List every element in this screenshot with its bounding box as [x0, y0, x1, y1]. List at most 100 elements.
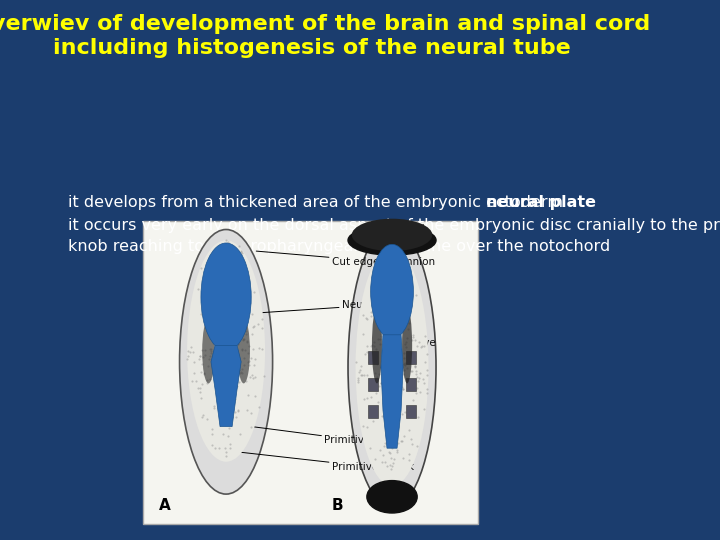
Point	[224, 307, 235, 316]
Point	[215, 287, 227, 296]
Point	[233, 407, 244, 415]
Bar	[368, 351, 378, 364]
Point	[215, 363, 226, 372]
Point	[353, 368, 364, 376]
Point	[377, 309, 389, 318]
Point	[230, 394, 241, 403]
Point	[230, 342, 242, 350]
Point	[379, 385, 391, 394]
Point	[365, 308, 377, 317]
Point	[231, 340, 243, 348]
Point	[388, 455, 400, 463]
Point	[206, 430, 217, 438]
Point	[375, 265, 387, 273]
Point	[361, 315, 373, 323]
Point	[379, 383, 391, 392]
Point	[366, 340, 378, 349]
Point	[375, 363, 387, 372]
Point	[221, 399, 233, 407]
Point	[230, 374, 242, 382]
Point	[198, 370, 210, 379]
Point	[371, 373, 382, 382]
Text: it occurs very early on the dorsal aspect of the embryonic disc cranially to the: it occurs very early on the dorsal aspec…	[68, 218, 720, 233]
Point	[218, 357, 230, 366]
Point	[253, 343, 265, 352]
Point	[382, 384, 394, 393]
Point	[393, 367, 405, 376]
Point	[242, 338, 253, 346]
Point	[233, 366, 245, 374]
Point	[350, 358, 361, 367]
Point	[210, 309, 222, 318]
Point	[391, 293, 402, 301]
Point	[217, 377, 229, 386]
Point	[385, 361, 397, 370]
Point	[219, 416, 230, 425]
Point	[203, 315, 215, 323]
Point	[216, 342, 228, 350]
Point	[376, 379, 387, 388]
Point	[220, 359, 232, 368]
Point	[243, 302, 255, 311]
Point	[235, 369, 246, 378]
Point	[357, 422, 369, 431]
Point	[354, 366, 366, 375]
Point	[378, 276, 390, 285]
Point	[228, 286, 239, 294]
Point	[194, 352, 206, 361]
Point	[368, 404, 379, 413]
Point	[379, 416, 391, 425]
Point	[395, 293, 407, 301]
Point	[371, 312, 382, 321]
Point	[215, 348, 226, 356]
Point	[201, 375, 212, 384]
Point	[359, 349, 371, 358]
Point	[421, 384, 433, 393]
Point	[217, 429, 229, 438]
Point	[393, 373, 405, 381]
Point	[207, 318, 219, 327]
Polygon shape	[211, 346, 241, 427]
Point	[214, 305, 225, 314]
Point	[196, 346, 207, 354]
Point	[400, 361, 411, 370]
Ellipse shape	[402, 308, 412, 383]
Point	[204, 345, 215, 354]
Point	[385, 382, 397, 390]
Point	[215, 403, 226, 411]
Point	[387, 424, 399, 433]
Point	[232, 285, 243, 294]
Point	[359, 394, 370, 403]
Point	[204, 349, 216, 358]
Point	[202, 288, 213, 297]
Point	[238, 361, 250, 369]
Point	[392, 388, 403, 397]
Point	[248, 322, 259, 330]
Point	[197, 379, 208, 388]
Point	[209, 363, 220, 372]
Point	[246, 309, 258, 318]
Point	[357, 310, 369, 319]
Point	[407, 367, 418, 376]
Point	[224, 355, 235, 363]
Point	[401, 334, 413, 343]
Point	[200, 306, 212, 314]
Point	[390, 313, 402, 322]
Point	[421, 389, 433, 398]
Point	[210, 245, 222, 253]
Point	[249, 392, 261, 400]
Point	[400, 359, 411, 368]
Point	[372, 335, 384, 344]
Ellipse shape	[352, 219, 432, 251]
Point	[407, 359, 418, 367]
Point	[372, 360, 383, 369]
Point	[197, 359, 208, 368]
Point	[361, 348, 373, 356]
Point	[386, 462, 397, 470]
Point	[224, 296, 235, 305]
Point	[238, 335, 249, 343]
Point	[217, 255, 228, 264]
Point	[391, 336, 402, 345]
Point	[370, 356, 382, 365]
Point	[235, 368, 246, 376]
